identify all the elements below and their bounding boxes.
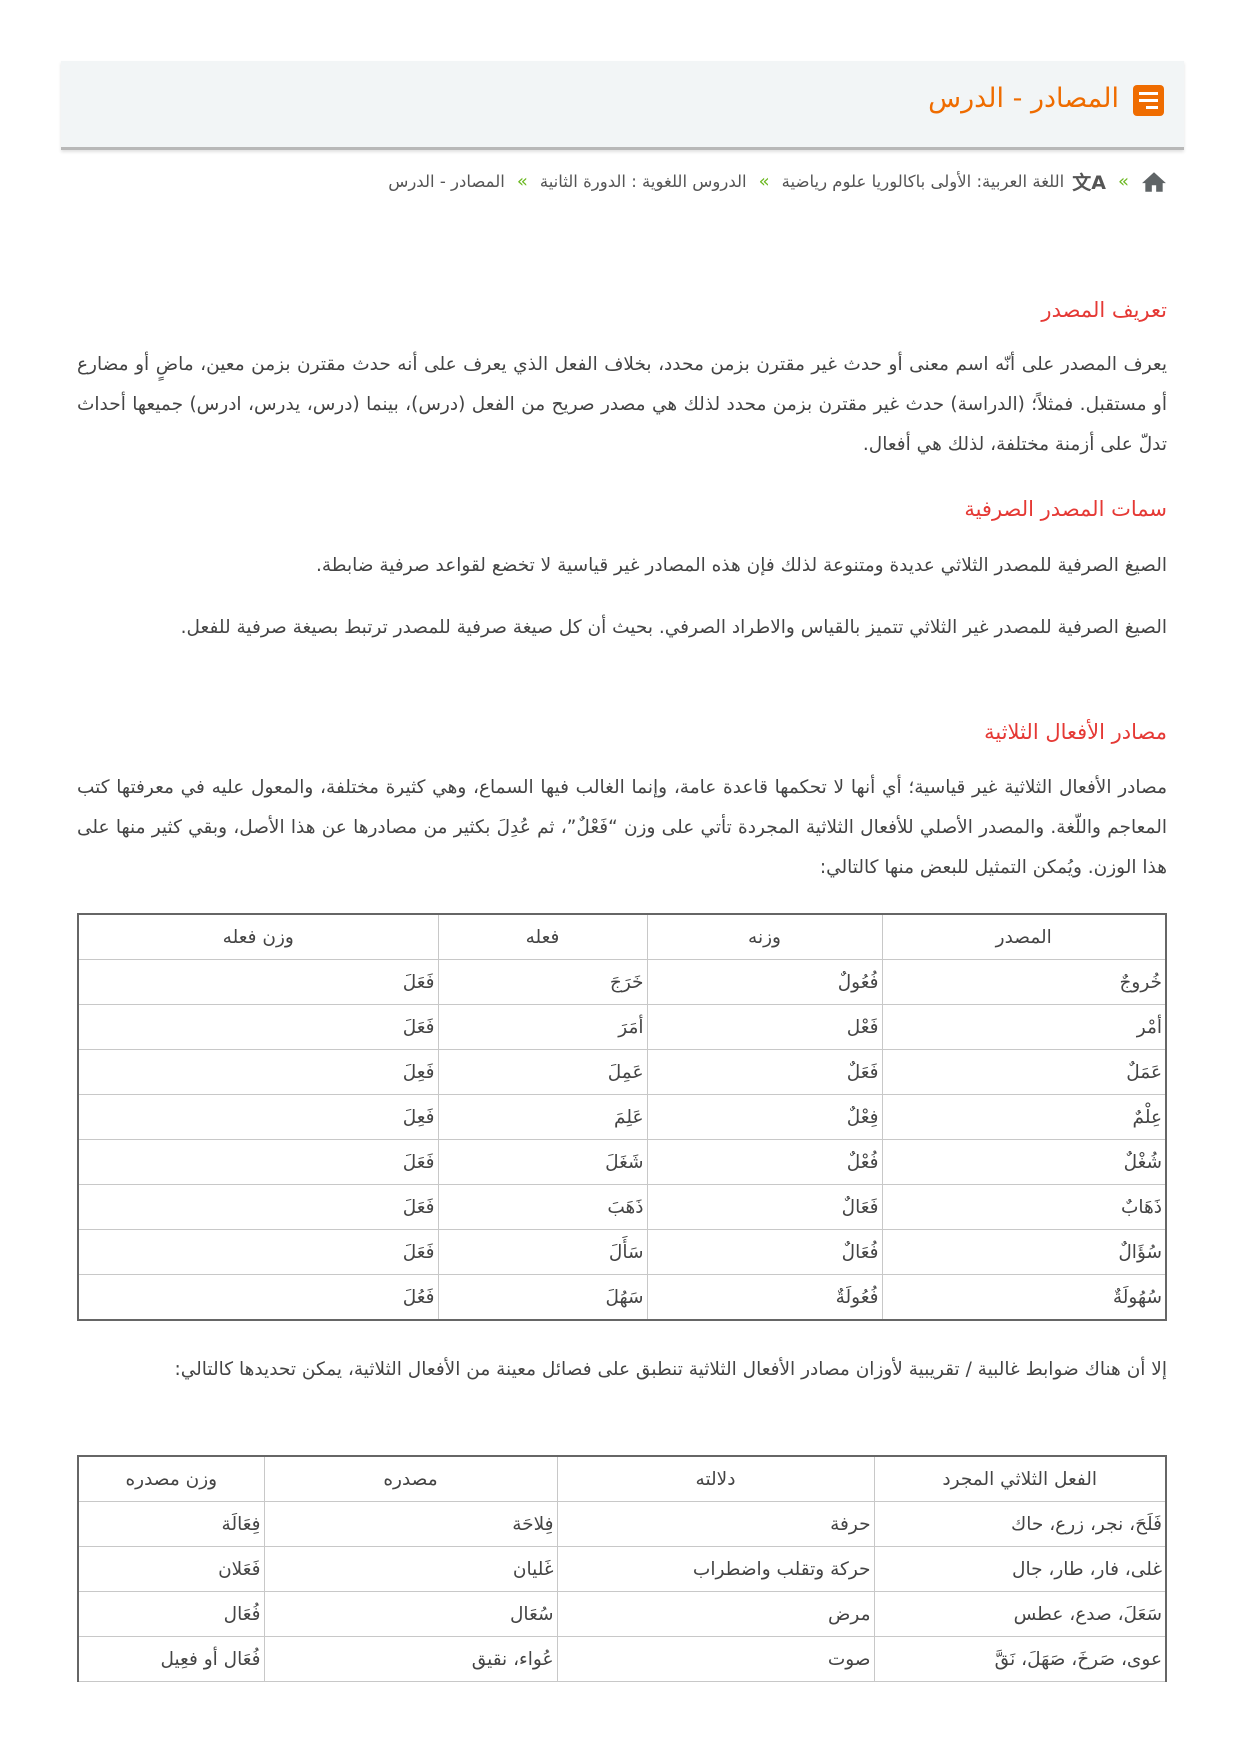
masdar-rules-table: الفعل الثلاثي المجرد دلالته مصدره وزن مص… xyxy=(77,1455,1167,1682)
table-cell: فَعَلَ xyxy=(77,1139,439,1185)
table-row: عِلْمٌ فِعْلٌ عَلِمَ فَعِلَ xyxy=(77,1094,1167,1140)
table-cell: فَعَلَ xyxy=(77,959,439,1005)
table-cell: ذَهَابٌ xyxy=(881,1184,1167,1230)
table-cell: فَلَحَ، نجر، زرع، حاك xyxy=(873,1501,1167,1547)
table-cell: فَعِلَ xyxy=(77,1049,439,1095)
table-cell: سَأَلَ xyxy=(437,1229,648,1275)
paragraph: إلا أن هناك ضوابط غالبية / تقريبية لأوزا… xyxy=(174,1359,1167,1380)
table-row: عَمَلٌ فَعَلٌ عَمِلَ فَعِلَ xyxy=(77,1049,1167,1095)
table-cell: فُعُولَةٌ xyxy=(646,1274,883,1321)
table-cell: فِعَالَة xyxy=(77,1501,265,1547)
paragraph: مصادر الأفعال الثلاثية غير قياسية؛ أي أن… xyxy=(77,777,1167,878)
table-cell: عَمَلٌ xyxy=(881,1049,1167,1095)
breadcrumb-separator: » xyxy=(516,171,528,192)
table-cell: عوى، صَرخَ، صَهَلَ، نَقَّ xyxy=(873,1636,1167,1682)
table-row: غلى، فار، طار، جال حركة وتقلب واضطراب غَلي… xyxy=(77,1546,1167,1592)
table-cell: سُعَال xyxy=(263,1591,558,1637)
table-cell: حركة وتقلب واضطراب xyxy=(556,1546,875,1592)
table-cell: شُغْلٌ xyxy=(881,1139,1167,1185)
masdar-table: المصدر وزنه فعله وزن فعله خُروجٌ فُعُولٌ خ… xyxy=(77,913,1167,1321)
table-cell: صوت xyxy=(556,1636,875,1682)
breadcrumb-item[interactable]: الدروس اللغوية : الدورة الثانية xyxy=(539,172,747,191)
table-cell: عِلْمٌ xyxy=(881,1094,1167,1140)
table-cell: حرفة xyxy=(556,1501,875,1547)
table-cell: سُهُولَةٌ xyxy=(881,1274,1167,1321)
table-cell: خُروجٌ xyxy=(881,959,1167,1005)
translate-icon: 文A xyxy=(1072,172,1106,194)
table-cell: فَعُلَ xyxy=(77,1274,439,1321)
column-header: الفعل الثلاثي المجرد xyxy=(873,1455,1167,1502)
table-row: سُؤَالٌ فُعَالٌ سَأَلَ فَعَلَ xyxy=(77,1229,1167,1275)
section-heading: مصادر الأفعال الثلاثية xyxy=(984,720,1167,744)
column-header: دلالته xyxy=(556,1455,875,1502)
table-row: فَلَحَ، نجر، زرع، حاك حرفة فِلاحَة فِعَالَة xyxy=(77,1501,1167,1547)
document-icon xyxy=(1133,85,1164,116)
table-cell: فِلاحَة xyxy=(263,1501,558,1547)
table-cell: ذَهَبَ xyxy=(437,1184,648,1230)
table-cell: فَعَلَ xyxy=(77,1004,439,1050)
table-cell: سَهُلَ xyxy=(437,1274,648,1321)
table-cell: أمَرَ xyxy=(437,1004,648,1050)
table-cell: فُعُولٌ xyxy=(646,959,883,1005)
table-cell: فِعْلٌ xyxy=(646,1094,883,1140)
table-cell: فَعَلٌ xyxy=(646,1049,883,1095)
table-cell: فَعَلَ xyxy=(77,1184,439,1230)
table-cell: عَلِمَ xyxy=(437,1094,648,1140)
paragraph: الصيغ الصرفية للمصدر الثلاثي عديدة ومتنو… xyxy=(316,555,1167,576)
breadcrumb: » 文A اللغة العربية: الأولى باكالوريا علو… xyxy=(388,168,1167,195)
home-icon[interactable] xyxy=(1141,171,1167,193)
breadcrumb-item[interactable]: اللغة العربية: الأولى باكالوريا علوم ريا… xyxy=(781,172,1065,191)
table-row: شُغْلٌ فُعْلٌ شَغَلَ فَعَلَ xyxy=(77,1139,1167,1185)
page-header: المصادر - الدرس xyxy=(61,61,1184,150)
paragraph: يعرف المصدر على أنّه اسم معنى أو حدث غير… xyxy=(77,354,1167,455)
table-cell: عُواء، نقيق xyxy=(263,1636,558,1682)
table-cell: فُعَالٌ xyxy=(646,1229,883,1275)
table-row: سُهُولَةٌ فُعُولَةٌ سَهُلَ فَعُلَ xyxy=(77,1274,1167,1321)
table-cell: فَعَالٌ xyxy=(646,1184,883,1230)
column-header: المصدر xyxy=(881,913,1167,960)
page-title: المصادر - الدرس xyxy=(928,83,1119,114)
table-cell: شَغَلَ xyxy=(437,1139,648,1185)
table-row: سَعَلَ، صدع، عطس مرض سُعَال فُعَال xyxy=(77,1591,1167,1637)
table-row: خُروجٌ فُعُولٌ خَرَجَ فَعَلَ xyxy=(77,959,1167,1005)
column-header: فعله xyxy=(437,913,648,960)
table-cell: أمْر xyxy=(881,1004,1167,1050)
section-heading: سمات المصدر الصرفية xyxy=(964,497,1167,521)
section-heading: تعريف المصدر xyxy=(1041,298,1167,322)
paragraph: الصيغ الصرفية للمصدر غير الثلاثي تتميز ب… xyxy=(180,617,1167,638)
table-cell: سُؤَالٌ xyxy=(881,1229,1167,1275)
table-cell: فَعَلَ xyxy=(77,1229,439,1275)
table-row: أمْر فَعْل أمَرَ فَعَلَ xyxy=(77,1004,1167,1050)
table-cell: فَعِلَ xyxy=(77,1094,439,1140)
table-cell: فُعَال أو فعِيل xyxy=(77,1636,265,1682)
table-cell: غلى، فار، طار، جال xyxy=(873,1546,1167,1592)
table-row: ذَهَابٌ فَعَالٌ ذَهَبَ فَعَلَ xyxy=(77,1184,1167,1230)
table-cell: فَعَلان xyxy=(77,1546,265,1592)
column-header: مصدره xyxy=(263,1455,558,1502)
breadcrumb-separator: » xyxy=(1117,171,1129,192)
table-cell: فَعْل xyxy=(646,1004,883,1050)
table-cell: فُعْلٌ xyxy=(646,1139,883,1185)
column-header: وزن فعله xyxy=(77,913,439,960)
column-header: وزنه xyxy=(646,913,883,960)
breadcrumb-separator: » xyxy=(758,171,770,192)
table-cell: غَليان xyxy=(263,1546,558,1592)
table-cell: خَرَجَ xyxy=(437,959,648,1005)
table-row: عوى، صَرخَ، صَهَلَ، نَقَّ صوت عُواء، نقيق ف… xyxy=(77,1636,1167,1682)
table-cell: فُعَال xyxy=(77,1591,265,1637)
table-cell: عَمِلَ xyxy=(437,1049,648,1095)
column-header: وزن مصدره xyxy=(77,1455,265,1502)
table-cell: سَعَلَ، صدع، عطس xyxy=(873,1591,1167,1637)
table-cell: مرض xyxy=(556,1591,875,1637)
breadcrumb-current: المصادر - الدرس xyxy=(388,172,505,191)
